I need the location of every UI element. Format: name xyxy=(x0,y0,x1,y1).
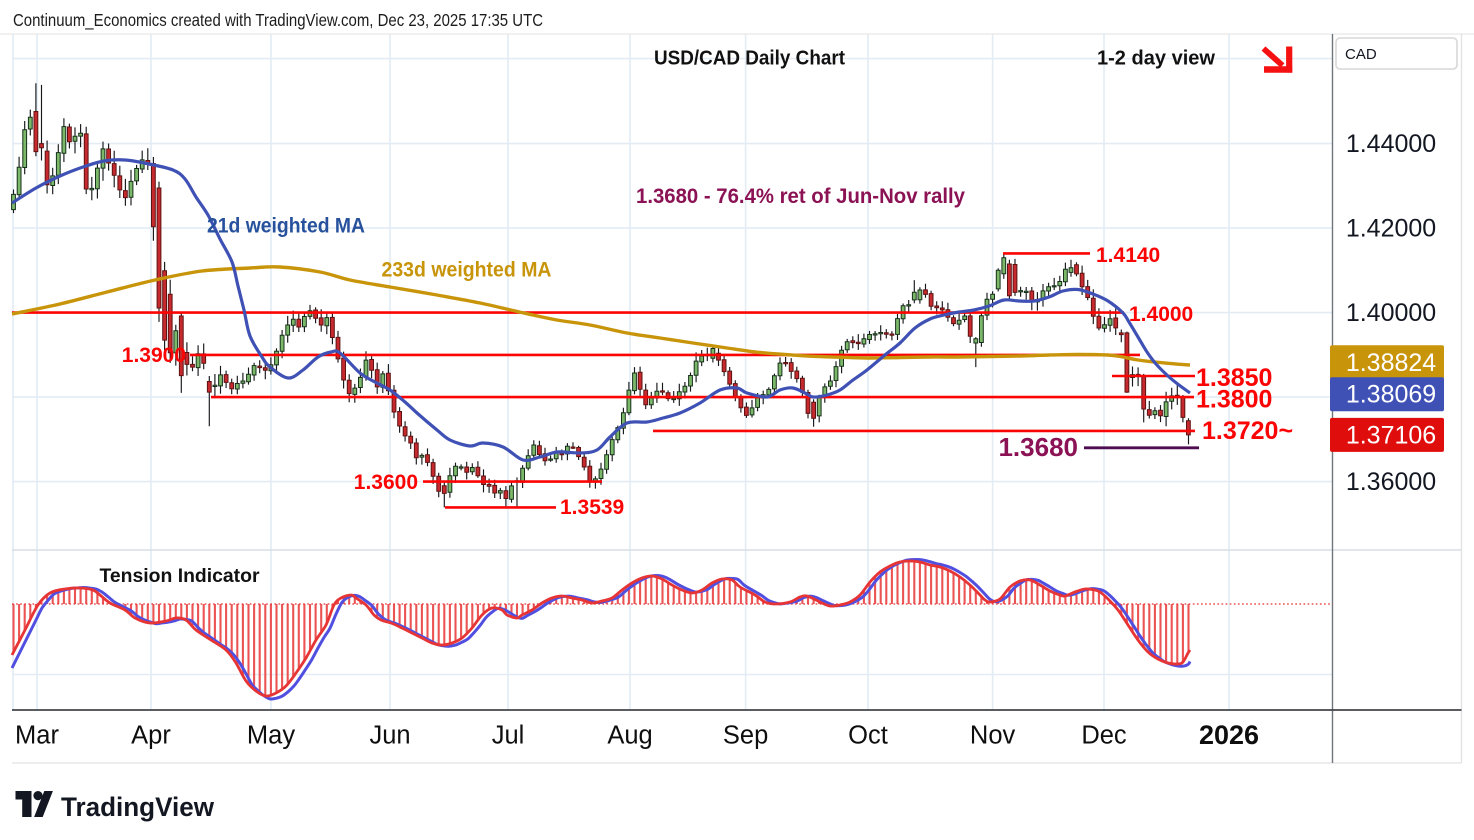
svg-text:Aug: Aug xyxy=(607,722,652,750)
svg-text:Nov: Nov xyxy=(970,722,1016,750)
svg-text:1.4000: 1.4000 xyxy=(1129,303,1193,326)
svg-text:Mar: Mar xyxy=(15,722,59,750)
svg-text:1.4140: 1.4140 xyxy=(1096,244,1160,267)
svg-text:1.3680 - 76.4% ret of Jun-Nov: 1.3680 - 76.4% ret of Jun-Nov rally xyxy=(636,185,965,208)
svg-text:21d weighted MA: 21d weighted MA xyxy=(207,215,365,238)
svg-text:1.38069: 1.38069 xyxy=(1346,381,1436,409)
svg-text:CAD: CAD xyxy=(1345,46,1377,63)
svg-text:TradingView: TradingView xyxy=(61,792,215,822)
svg-text:Apr: Apr xyxy=(131,722,171,750)
svg-text:1.38824: 1.38824 xyxy=(1346,349,1436,377)
svg-text:1.42000: 1.42000 xyxy=(1346,215,1436,243)
svg-text:1.44000: 1.44000 xyxy=(1346,130,1436,158)
svg-text:2026: 2026 xyxy=(1199,720,1259,750)
svg-text:233d weighted MA: 233d weighted MA xyxy=(382,259,552,282)
svg-text:Tension Indicator: Tension Indicator xyxy=(100,565,260,587)
svg-text:1.3800: 1.3800 xyxy=(1196,386,1272,414)
svg-text:1.40000: 1.40000 xyxy=(1346,299,1436,327)
svg-text:1.3900: 1.3900 xyxy=(122,344,186,367)
svg-text:1.3539: 1.3539 xyxy=(560,496,624,519)
svg-text:1.37106: 1.37106 xyxy=(1346,421,1436,449)
svg-text:Oct: Oct xyxy=(848,722,888,750)
svg-text:Sep: Sep xyxy=(723,722,768,750)
svg-text:May: May xyxy=(247,722,295,750)
svg-text:1.3600: 1.3600 xyxy=(354,471,418,494)
svg-text:Dec: Dec xyxy=(1081,722,1127,750)
svg-text:Jul: Jul xyxy=(492,722,525,750)
svg-text:1-2 day view: 1-2 day view xyxy=(1097,47,1215,70)
svg-text:1.3850: 1.3850 xyxy=(1196,364,1272,392)
svg-text:1.3680: 1.3680 xyxy=(998,432,1078,462)
svg-text:1.3720~: 1.3720~ xyxy=(1202,417,1293,445)
svg-text:USD/CAD Daily Chart: USD/CAD Daily Chart xyxy=(654,47,845,70)
svg-text:Jun: Jun xyxy=(369,722,410,750)
svg-text:Continuum_Economics created wi: Continuum_Economics created with Trading… xyxy=(13,10,543,31)
svg-text:1.36000: 1.36000 xyxy=(1346,468,1436,496)
